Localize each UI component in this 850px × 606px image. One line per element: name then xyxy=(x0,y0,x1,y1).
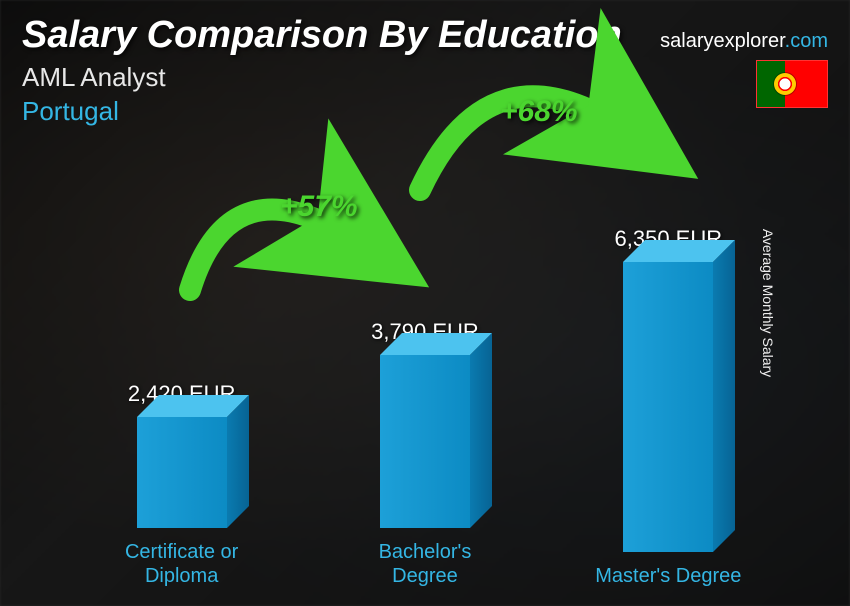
chart-container: Salary Comparison By Education AML Analy… xyxy=(0,0,850,606)
brand-logo-text: salaryexplorer.com xyxy=(660,30,828,53)
bar-chart: 2,420 EURCertificate or Diploma3,790 EUR… xyxy=(60,128,790,588)
bar-side-face xyxy=(227,395,249,528)
bar-xlabel: Bachelor's Degree xyxy=(345,540,505,588)
bar-side-face xyxy=(470,333,492,528)
page-title: Salary Comparison By Education xyxy=(22,14,622,57)
bar-xlabel: Master's Degree xyxy=(595,564,741,588)
job-title: AML Analyst xyxy=(22,62,166,93)
bar-front-face xyxy=(380,355,470,528)
bar-xlabel: Certificate or Diploma xyxy=(102,540,262,588)
brand-suffix: .com xyxy=(785,30,828,52)
country-name: Portugal xyxy=(22,96,119,127)
brand-prefix: salaryexplorer xyxy=(660,30,785,52)
bar-3d xyxy=(137,417,227,528)
bar-3d xyxy=(623,262,713,552)
portugal-flag-icon xyxy=(756,60,828,108)
bar-front-face xyxy=(137,417,227,528)
bar-3d xyxy=(380,355,470,528)
increase-pct-1: +57% xyxy=(280,190,358,224)
increase-pct-2: +68% xyxy=(500,95,578,129)
bar-2: 6,350 EURMaster's Degree xyxy=(547,128,790,588)
bar-0: 2,420 EURCertificate or Diploma xyxy=(60,128,303,588)
bar-side-face xyxy=(713,240,735,552)
bar-front-face xyxy=(623,262,713,552)
